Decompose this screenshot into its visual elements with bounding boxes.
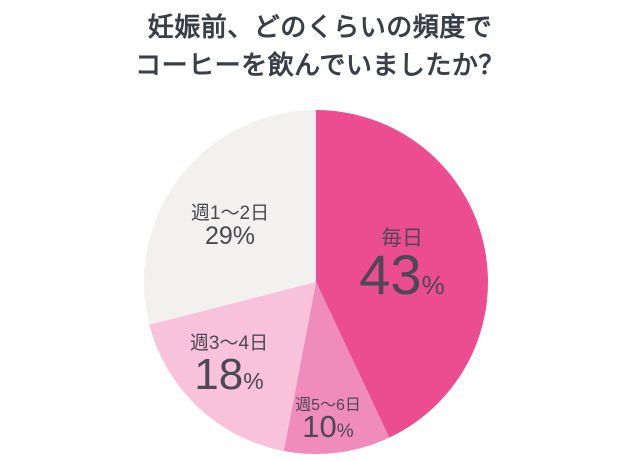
chart-title-line2: コーヒーを飲んでいましたか？: [135, 50, 505, 80]
slice-label-week5-6: 週5〜6日 10%: [295, 396, 361, 445]
slice-name: 週3〜4日: [189, 333, 269, 354]
pie-slice-3: [144, 110, 316, 325]
pie-chart: [144, 110, 488, 454]
slice-value: 10%: [302, 409, 354, 444]
pie-slice-2: [149, 282, 316, 451]
slice-name: 週5〜6日: [295, 397, 361, 414]
pie-slice-0: [316, 110, 488, 438]
slice-value: 18%: [194, 350, 264, 399]
slice-value: 43%: [359, 243, 445, 306]
slice-name: 毎日: [380, 227, 423, 250]
slice-value: 29%: [204, 222, 256, 250]
pie-slice-1: [283, 282, 390, 454]
slice-label-week3-4: 週3〜4日 18%: [190, 332, 268, 404]
slice-name: 週1〜2日: [190, 203, 270, 224]
slice-label-week1-2: 週1〜2日 29%: [191, 202, 269, 251]
chart-title: 妊娠前、どのくらいの頻度で コーヒーを飲んでいましたか？: [0, 8, 640, 84]
chart-title-line1: 妊娠前、どのくらいの頻度で: [147, 12, 493, 42]
slice-label-everyday: 毎日 43%: [359, 226, 444, 313]
